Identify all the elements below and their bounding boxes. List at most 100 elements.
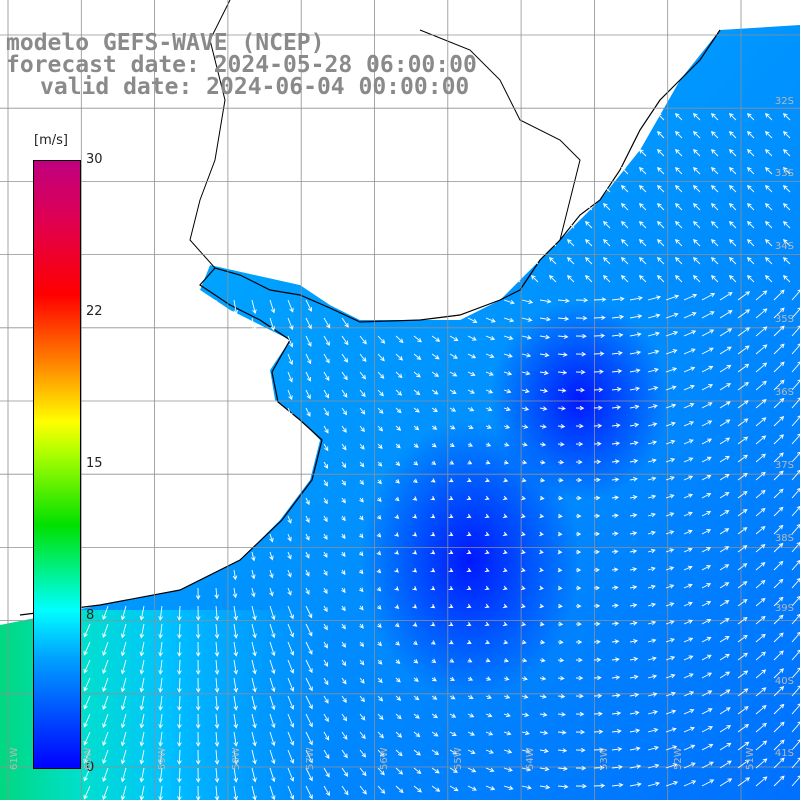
wind-arrow [177,605,182,621]
wind-arrow [746,166,755,175]
wind-arrow [755,489,766,499]
wind-arrow [305,335,312,347]
wind-arrow [647,566,656,572]
wind-arrow [755,722,767,733]
wind-arrow [341,551,346,558]
wind-arrow [701,311,715,319]
wind-arrow [520,549,526,555]
wind-arrow [287,407,293,418]
wind-arrow [575,477,583,483]
wind-arrow [647,620,657,626]
wind-arrow [647,656,657,661]
wind-arrow [83,659,91,674]
wind-arrow [449,425,456,430]
wind-arrow [710,220,719,229]
wind-arrow [755,615,766,625]
wind-arrow [323,479,328,487]
wind-arrow [575,549,582,555]
wind-arrow [449,785,459,792]
wind-arrow [764,202,773,211]
wind-arrow [701,636,712,643]
wind-arrow [520,531,526,537]
wind-arrow [214,659,220,675]
wind-arrow [755,326,768,337]
wind-arrow [701,690,713,697]
wind-arrow [629,332,642,337]
wind-arrow [413,353,422,360]
wind-arrow [305,407,311,417]
wind-arrow [611,296,625,302]
wind-arrow [593,477,601,483]
wind-arrow [269,641,276,657]
wind-arrow [430,640,436,645]
wind-arrow [692,148,701,157]
wind-arrow [665,691,676,697]
lon-label: 58W [231,747,242,770]
wind-arrow [665,367,678,373]
wind-arrow [683,457,694,463]
wind-arrow [629,782,642,787]
wind-arrow [502,585,508,591]
wind-arrow [83,749,91,764]
wind-arrow [341,461,347,469]
wind-arrow [773,721,785,733]
lon-label: 60W [83,747,94,770]
wind-arrow [83,767,91,782]
wind-arrow [539,549,544,555]
wind-arrow [521,676,528,681]
wind-arrow [430,567,436,573]
wind-arrow [575,351,587,357]
wind-arrow [647,367,659,373]
wind-arrow [305,641,313,655]
wind-arrow [683,565,693,571]
wind-arrow [214,299,220,315]
wind-arrow [359,335,367,345]
wind-arrow [539,388,549,393]
wind-arrow [413,767,422,775]
wind-arrow [773,542,784,553]
wind-arrow [647,313,661,319]
wind-arrow [539,766,550,772]
wind-arrow [448,531,454,537]
wind-arrow [593,675,602,681]
wind-arrow [647,440,658,445]
wind-arrow [773,757,785,769]
wind-arrow [359,353,367,363]
wind-arrow [575,711,585,717]
wind-arrow [710,238,719,247]
wind-arrow [503,353,513,358]
wind-arrow [647,349,660,355]
wind-arrow [448,549,454,555]
wind-arrow [341,335,349,346]
wind-arrow [719,564,730,571]
wind-arrow [557,585,563,591]
wind-arrow [701,511,712,517]
wind-arrow [557,459,565,465]
wind-arrow [710,148,719,157]
wind-arrow [683,475,694,481]
wind-arrow [485,442,492,447]
wind-arrow [359,623,364,629]
wind-arrow [746,184,755,193]
wind-arrow [683,744,696,751]
wind-arrow [503,676,510,681]
wind-arrow [692,202,701,211]
wind-arrow [431,785,441,792]
wind-arrow [773,416,785,427]
wind-arrow [233,677,239,693]
wind-arrow [575,585,582,591]
wind-arrow [377,443,383,450]
wind-arrow [620,220,629,229]
wind-arrow [710,166,719,175]
wind-arrow [251,731,257,747]
wind-arrow [746,202,755,211]
wind-arrow [233,695,239,711]
wind-arrow [503,460,509,465]
colorbar-tick: 0 [86,760,95,775]
wind-arrow [431,335,441,342]
wind-arrow [737,400,749,409]
wind-arrow [629,296,643,301]
wind-arrow [737,309,751,319]
wind-arrow [629,350,642,355]
wind-arrow [674,112,683,121]
